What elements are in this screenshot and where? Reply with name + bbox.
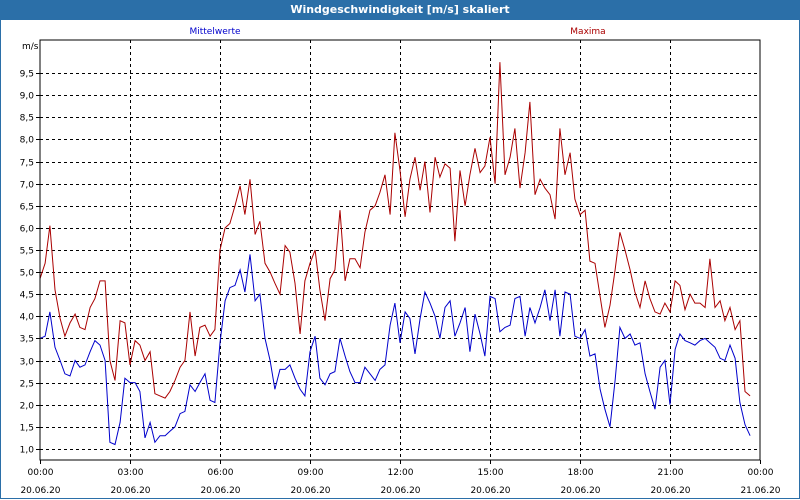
y-tick-label: 3,0 xyxy=(20,358,35,368)
x-tick-time: 12:00 xyxy=(388,468,414,478)
x-tick-date: 20.06.20 xyxy=(20,486,60,496)
y-tick-label: 2,5 xyxy=(20,380,34,390)
x-tick-time: 00:00 xyxy=(748,468,774,478)
x-tick-date: 21.06.20 xyxy=(740,486,780,496)
x-tick-time: 03:00 xyxy=(118,468,144,478)
x-tick-time: 00:00 xyxy=(28,468,54,478)
y-tick-label: 6,0 xyxy=(20,225,35,235)
x-tick-labels: 00:00 20.06.20 03:00 20.06.20 06:00 20.06.20 0… xyxy=(20,468,780,496)
y-tick-label: 5,5 xyxy=(20,247,34,257)
y-tick-label: 7,0 xyxy=(20,181,35,191)
x-tick-date: 20.06.20 xyxy=(200,486,240,496)
y-tick-label: 2,0 xyxy=(20,402,35,412)
y-tick-label: 1,5 xyxy=(20,424,34,434)
plot-area-border xyxy=(39,39,761,461)
grid-lines xyxy=(36,40,761,464)
x-tick-time: 21:00 xyxy=(658,468,684,478)
x-tick-time: 06:00 xyxy=(208,468,234,478)
y-tick-label: 5,0 xyxy=(20,269,35,279)
series-lines xyxy=(39,62,751,446)
y-tick-label: 9,5 xyxy=(20,70,34,80)
y-axis-unit: m/s xyxy=(22,42,39,52)
y-tick-label: 4,5 xyxy=(20,291,34,301)
series-line-mittelwerte xyxy=(39,254,751,446)
x-tick-date: 20.06.20 xyxy=(380,486,420,496)
legend-mittelwerte: Mittelwerte xyxy=(189,27,240,37)
legend-maxima: Maxima xyxy=(570,27,605,37)
y-tick-label: 7,5 xyxy=(20,159,34,169)
y-tick-label: 8,5 xyxy=(20,114,34,124)
x-tick-time: 15:00 xyxy=(478,468,504,478)
y-tick-label: 3,5 xyxy=(20,335,34,345)
x-tick-date: 20.06.20 xyxy=(290,486,330,496)
x-tick-time: 18:00 xyxy=(568,468,594,478)
y-tick-label: 9,0 xyxy=(20,92,35,102)
y-tick-label: 4,0 xyxy=(20,313,35,323)
y-tick-label: 1,0 xyxy=(20,446,35,456)
series-line-maxima xyxy=(39,62,751,399)
x-tick-date: 20.06.20 xyxy=(110,486,150,496)
y-tick-labels: 1,0 1,5 2,0 2,5 3,0 3,5 4,0 4,5 5,0 5,5 6,0 6,5 7,0 7… xyxy=(20,70,35,456)
x-tick-date: 20.06.20 xyxy=(650,486,690,496)
window-title: Windgeschwindigkeit [m/s] skaliert xyxy=(0,0,800,20)
x-tick-time: 09:00 xyxy=(298,468,324,478)
x-tick-date: 20.06.20 xyxy=(470,486,510,496)
x-tick-date: 20.06.20 xyxy=(560,486,600,496)
y-tick-label: 6,5 xyxy=(20,203,34,213)
y-tick-label: 8,0 xyxy=(20,136,35,146)
